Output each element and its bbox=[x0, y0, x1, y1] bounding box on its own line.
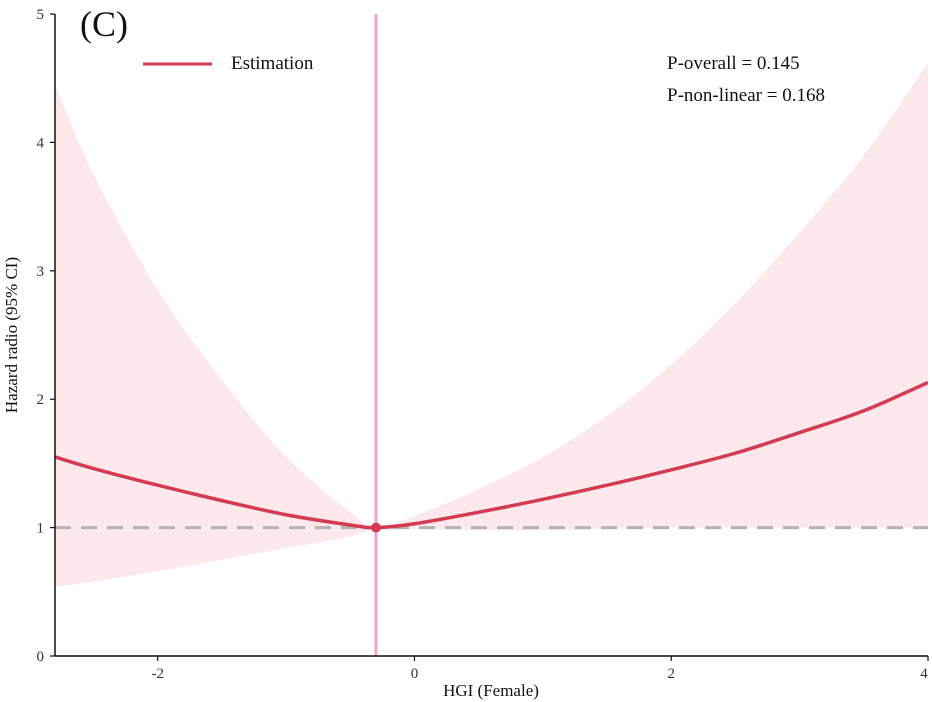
y-ticks: 0 1 2 3 4 5 bbox=[37, 7, 55, 665]
p-overall-text: P-overall = 0.145 bbox=[667, 53, 800, 74]
legend: Estimation bbox=[143, 53, 314, 74]
x-tick-label: 4 bbox=[920, 666, 928, 682]
estimation-line bbox=[55, 380, 928, 530]
y-tick-label: 2 bbox=[37, 392, 45, 408]
y-tick-label: 4 bbox=[37, 135, 45, 151]
y-tick-label: 3 bbox=[37, 264, 45, 280]
x-ticks: -2 0 2 4 bbox=[151, 656, 929, 682]
confidence-band bbox=[55, 62, 928, 587]
y-axis-title: Hazard radio (95% CI) bbox=[2, 257, 21, 413]
panel-label: (C) bbox=[80, 4, 128, 44]
x-tick-label: -2 bbox=[151, 666, 164, 682]
legend-label-estimation: Estimation bbox=[231, 53, 314, 74]
x-axis-title: HGI (Female) bbox=[443, 681, 539, 700]
y-tick-label: 5 bbox=[37, 7, 45, 23]
y-tick-label: 0 bbox=[37, 649, 45, 665]
cutoff-point bbox=[370, 522, 381, 533]
y-tick-label: 1 bbox=[37, 521, 45, 537]
x-tick-label: 2 bbox=[667, 666, 675, 682]
x-tick-label: 0 bbox=[411, 666, 419, 682]
p-nonlinear-text: P-non-linear = 0.168 bbox=[667, 85, 825, 106]
